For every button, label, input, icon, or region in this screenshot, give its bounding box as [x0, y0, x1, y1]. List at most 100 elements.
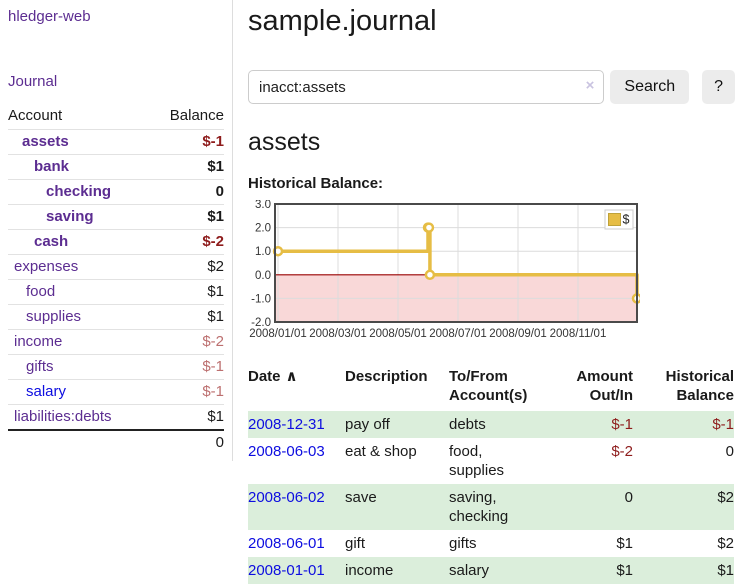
x-axis-label: 2008/07/01: [429, 328, 487, 340]
sidebar-item-journal[interactable]: Journal: [8, 73, 58, 90]
sidebar-account-link[interactable]: assets: [22, 133, 69, 150]
help-button[interactable]: ?: [702, 70, 735, 104]
transaction-amount-cell: $-2: [611, 443, 633, 460]
transaction-balance-cell: 0: [725, 443, 734, 460]
register-header-date[interactable]: Date ∧: [248, 368, 298, 385]
account-row: bank $1: [8, 154, 224, 180]
y-axis-label: 0.0: [255, 270, 271, 282]
transaction-description-cell: eat & shop: [345, 443, 417, 460]
transaction-date-link[interactable]: 2008-06-03: [248, 443, 325, 460]
legend-swatch: [608, 213, 621, 226]
transaction-amount-cell: $1: [549, 557, 641, 584]
x-axis-label: 2008/11/01: [550, 328, 607, 340]
sort-ascending-icon: ∧: [285, 368, 298, 385]
transaction-date-cell: 2008-01-01: [248, 557, 345, 584]
sidebar-account-link[interactable]: expenses: [14, 258, 79, 275]
x-axis-label: 2008/05/01: [369, 328, 427, 340]
account-row: food $1: [8, 279, 224, 305]
account-balance-value: $1: [207, 208, 224, 225]
sidebar-account-link[interactable]: gifts: [26, 358, 54, 375]
search-button[interactable]: Search: [610, 70, 690, 104]
y-axis-label: -1.0: [251, 293, 271, 305]
transaction-balance-cell: $1: [641, 557, 734, 584]
register-header-description: Description: [345, 368, 428, 385]
transaction-balance-cell: $2: [641, 484, 734, 530]
transaction-row: 2008-06-02 save saving, checking 0 $2: [248, 484, 734, 530]
data-point: [423, 222, 435, 233]
register-header-amount: Amount Out/In: [576, 368, 633, 404]
account-balance-value: $-1: [202, 358, 224, 375]
account-balance-value: $-1: [202, 383, 224, 400]
y-axis-label: 1.0: [255, 246, 271, 258]
transaction-date-link[interactable]: 2008-01-01: [248, 562, 325, 579]
sidebar-account-link[interactable]: salary: [26, 383, 67, 400]
transaction-balance-cell: $-1: [641, 411, 734, 438]
y-axis-label: 2.0: [255, 223, 271, 235]
transaction-amount-cell: $-1: [549, 411, 641, 438]
transaction-date-link[interactable]: 2008-06-02: [248, 489, 325, 506]
transaction-row: 2008-06-03 eat & shop food, supplies $-2 0: [248, 438, 734, 484]
sidebar-account-link[interactable]: income: [14, 333, 63, 350]
balance-chart: $3.0 2.0 1.0 0.0 -1.0 -2.0 2008/01/01 2008/03/0…: [248, 199, 735, 351]
account-balance-value: 0: [215, 183, 224, 200]
spacer: [8, 429, 150, 455]
account-row: income $-2: [8, 329, 224, 355]
account-balance-value: $-1: [202, 133, 224, 150]
account-balance-value: $1: [207, 408, 224, 425]
balance-column-header: Balance: [169, 107, 224, 124]
search-input[interactable]: [248, 70, 605, 104]
x-axis-label: 2008/03/01: [309, 328, 367, 340]
sidebar-account-link[interactable]: checking: [46, 183, 112, 200]
account-balance-value: $1: [207, 158, 224, 175]
clear-search-icon[interactable]: ×: [585, 77, 595, 94]
data-point: [424, 269, 436, 281]
register-header-historical: Historical Balance: [665, 368, 734, 404]
account-balance-value: $-2: [202, 333, 224, 350]
main-content: sample.journal × Search ? assets Histori…: [248, 0, 735, 584]
account-balance-value: $1: [207, 308, 224, 325]
account-row: salary $-1: [8, 379, 224, 405]
chart-border: [274, 203, 638, 323]
x-axis-label: 2008/09/01: [489, 328, 547, 340]
sidebar-account-link[interactable]: saving: [46, 208, 94, 225]
page-title: sample.journal: [248, 5, 437, 37]
register-table: Date ∧ Description To/From Account(s) Amount O…: [248, 365, 734, 584]
y-axis-label: 3.0: [255, 200, 271, 211]
accounts-column-header: Account: [8, 107, 63, 124]
x-axis-label: 2008/01/01: [249, 328, 307, 340]
transaction-accounts-cell: salary: [449, 557, 549, 584]
transaction-row: 2008-06-01 gift gifts $1 $2: [248, 530, 734, 557]
brand-link[interactable]: hledger-web: [8, 8, 91, 25]
account-balance-value: $1: [207, 283, 224, 300]
transaction-date-link[interactable]: 2008-06-01: [248, 535, 325, 552]
transaction-description-cell: save: [345, 484, 449, 530]
transaction-accounts-cell: gifts: [449, 535, 477, 552]
sidebar-account-link[interactable]: cash: [34, 233, 69, 250]
sidebar-account-link[interactable]: food: [26, 283, 56, 300]
sidebar-account-link[interactable]: liabilities:debts: [14, 408, 112, 425]
y-axis-label: -2.0: [251, 317, 271, 329]
account-row: assets $-1: [8, 129, 224, 155]
sidebar-account-link[interactable]: bank: [34, 158, 70, 175]
accounts-total-value: 0: [149, 429, 224, 455]
transaction-date-cell: 2008-12-31: [248, 411, 345, 438]
transaction-amount-cell: 0: [549, 484, 641, 530]
search-input-wrap: ×: [248, 70, 605, 104]
transaction-date-cell: 2008-06-03: [248, 438, 345, 484]
account-balance-value: $-2: [202, 233, 224, 250]
sidebar-account-link[interactable]: supplies: [26, 308, 82, 325]
transaction-date-link[interactable]: 2008-12-31: [248, 416, 325, 433]
legend-label: $: [623, 213, 630, 227]
transaction-amount-cell: $1: [616, 535, 633, 552]
transaction-row: 2008-12-31 pay off debts $-1 $-1: [248, 411, 734, 438]
account-row: supplies $1: [8, 304, 224, 330]
register-header-to-from: To/From Account(s): [449, 368, 528, 404]
accounts-total-row: 0: [8, 429, 224, 455]
account-balance-value: $2: [207, 258, 224, 275]
account-row: cash $-2: [8, 229, 224, 255]
accounts-table: Account Balance assets $-1 bank $1 checking 0…: [8, 104, 224, 455]
search-bar: × Search ?: [248, 68, 735, 106]
transaction-description-cell: pay off: [345, 411, 449, 438]
